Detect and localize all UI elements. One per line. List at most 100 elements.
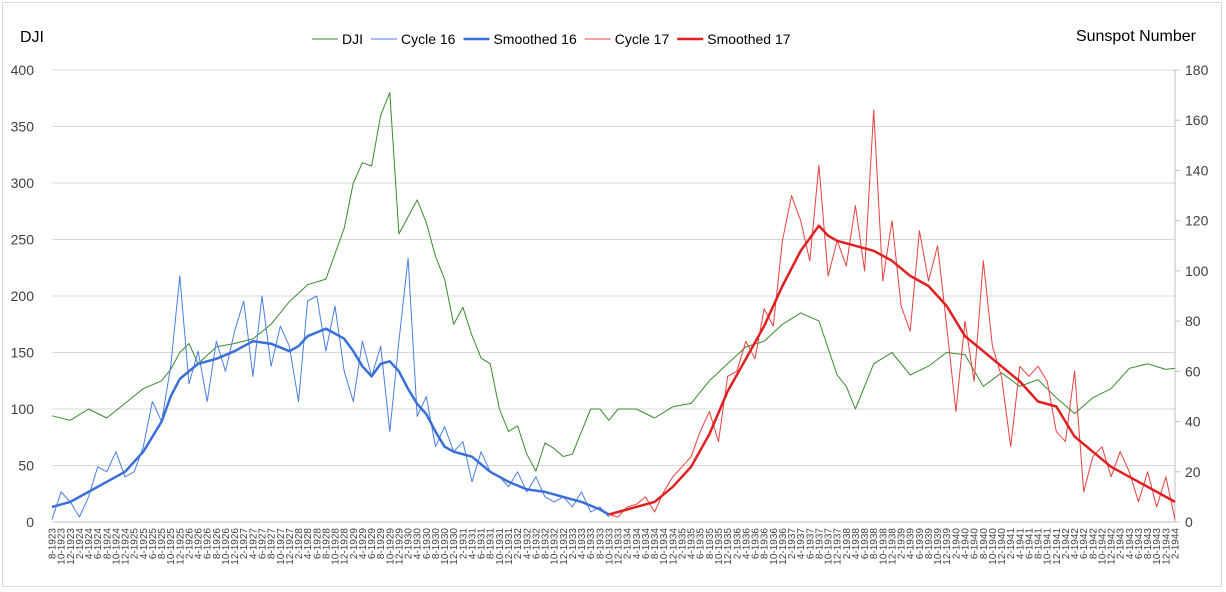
- x-tick-label: 4-1939: [906, 528, 917, 560]
- x-tick-label: 10-1930: [440, 528, 451, 565]
- x-tick-label: 10-1939: [933, 528, 944, 565]
- x-tick-label: 12-1943: [1161, 528, 1172, 565]
- x-tick-label: 8-1943: [1143, 528, 1154, 560]
- x-tick-label: 2-1929: [349, 528, 360, 560]
- x-tick-label: 6-1936: [751, 528, 762, 560]
- right-tick-label: 20: [1185, 464, 1201, 480]
- x-tick-label: 4-1928: [303, 528, 314, 560]
- x-tick-label: 8-1931: [486, 528, 497, 560]
- x-tick-label: 4-1929: [358, 528, 369, 560]
- x-tick-label: 4-1940: [961, 528, 972, 560]
- x-tick-label: 8-1932: [541, 528, 552, 560]
- x-tick-label: 2-1935: [677, 528, 688, 560]
- right-tick-label: 160: [1185, 112, 1209, 128]
- x-tick-label: 4-1938: [851, 528, 862, 560]
- x-tick-label: 6-1930: [422, 528, 433, 560]
- x-tick-label: 6-1942: [1079, 528, 1090, 560]
- x-tick-label: 4-1930: [413, 528, 424, 560]
- right-tick-label: 100: [1185, 263, 1209, 279]
- x-tick-label: 2-1942: [1061, 528, 1072, 560]
- x-tick-label: 10-1943: [1152, 528, 1163, 565]
- x-tick-label: 10-1938: [878, 528, 889, 565]
- x-tick-label: 2-1925: [130, 528, 141, 560]
- x-tick-label: 2-1944: [1171, 528, 1182, 560]
- x-tick-label: 10-1941: [1043, 528, 1054, 565]
- legend-label: DJI: [342, 31, 363, 47]
- x-tick-label: 4-1924: [84, 528, 95, 560]
- x-tick-label: 4-1935: [687, 528, 698, 560]
- x-tick-label: 6-1925: [148, 528, 159, 560]
- x-tick-label: 6-1929: [367, 528, 378, 560]
- x-tick-label: 10-1923: [57, 528, 68, 565]
- x-tick-label: 2-1931: [458, 528, 469, 560]
- x-tick-label: 12-1935: [723, 528, 734, 565]
- right-tick-label: 120: [1185, 213, 1209, 229]
- right-axis-ticks: 0 20 40 60 80 100 120 140 160 180: [1175, 62, 1209, 530]
- x-tick-label: 12-1941: [1052, 528, 1063, 565]
- right-tick-label: 180: [1185, 62, 1209, 78]
- left-tick-label: 50: [18, 458, 34, 474]
- left-tick-label: 300: [11, 175, 35, 191]
- left-axis-title: DJI: [20, 29, 44, 46]
- legend-label: Cycle 16: [401, 31, 456, 47]
- x-tick-label: 4-1942: [1070, 528, 1081, 560]
- legend: DJI Cycle 16 Smoothed 16 Cycle 17 Smoothed 1…: [312, 31, 791, 47]
- x-tick-label: 4-1943: [1125, 528, 1136, 560]
- x-tick-label: 10-1937: [824, 528, 835, 565]
- x-tick-label: 12-1938: [887, 528, 898, 565]
- x-tick-label: 12-1937: [833, 528, 844, 565]
- x-tick-label: 10-1928: [331, 528, 342, 565]
- x-tick-label: 8-1938: [869, 528, 880, 560]
- x-tick-label: 4-1936: [741, 528, 752, 560]
- series-lines: [51, 92, 1176, 520]
- x-tick-label: 6-1940: [970, 528, 981, 560]
- x-tick-label: 10-1935: [714, 528, 725, 565]
- x-tick-label: 12-1933: [614, 528, 625, 565]
- x-tick-label: 10-1932: [550, 528, 561, 565]
- x-tick-label: 8-1930: [431, 528, 442, 560]
- x-tick-label: 6-1927: [257, 528, 268, 560]
- x-tick-label: 2-1940: [951, 528, 962, 560]
- x-tick-label: 10-1933: [604, 528, 615, 565]
- x-tick-label: 10-1924: [111, 528, 122, 565]
- legend-label: Cycle 17: [615, 31, 670, 47]
- x-tick-label: 12-1940: [997, 528, 1008, 565]
- x-tick-label: 12-1924: [121, 528, 132, 565]
- x-tick-label: 10-1940: [988, 528, 999, 565]
- x-tick-label: 8-1942: [1088, 528, 1099, 560]
- x-tick-label: 6-1939: [915, 528, 926, 560]
- x-tick-label: 2-1939: [897, 528, 908, 560]
- x-tick-label: 12-1928: [340, 528, 351, 565]
- series-line-dji: [51, 92, 1176, 472]
- x-tick-label: 12-1930: [449, 528, 460, 565]
- right-tick-label: 80: [1185, 313, 1201, 329]
- x-tick-label: 10-1926: [221, 528, 232, 565]
- x-tick-label: 6-1937: [805, 528, 816, 560]
- left-tick-label: 250: [11, 232, 35, 248]
- x-tick-label: 8-1936: [760, 528, 771, 560]
- x-tick-label: 2-1930: [404, 528, 415, 560]
- x-tick-label: 2-1941: [1006, 528, 1017, 560]
- x-tick-label: 6-1934: [641, 528, 652, 560]
- x-tick-label: 10-1929: [385, 528, 396, 565]
- x-tick-label: 8-1940: [979, 528, 990, 560]
- x-tick-label: 12-1936: [778, 528, 789, 565]
- legend-label: Smoothed 17: [707, 31, 790, 47]
- x-tick-label: 8-1939: [924, 528, 935, 560]
- right-tick-label: 40: [1185, 414, 1201, 430]
- right-tick-label: 60: [1185, 363, 1201, 379]
- left-tick-label: 200: [11, 288, 35, 304]
- x-tick-label: 12-1939: [942, 528, 953, 565]
- series-line-cycle-17: [608, 109, 1176, 520]
- x-tick-label: 4-1931: [467, 528, 478, 560]
- x-tick-label: 10-1931: [495, 528, 506, 565]
- x-tick-label: 4-1927: [248, 528, 259, 560]
- x-tick-label: 6-1941: [1024, 528, 1035, 560]
- x-tick-label: 12-1932: [559, 528, 570, 565]
- x-tick-label: 2-1937: [787, 528, 798, 560]
- x-axis-ticks: 8-192310-192312-19232-19244-19246-19248-…: [48, 528, 1182, 565]
- legend-label: Smoothed 16: [493, 31, 576, 47]
- x-tick-label: 2-1927: [239, 528, 250, 560]
- x-tick-label: 6-1928: [312, 528, 323, 560]
- x-tick-label: 10-1934: [659, 528, 670, 565]
